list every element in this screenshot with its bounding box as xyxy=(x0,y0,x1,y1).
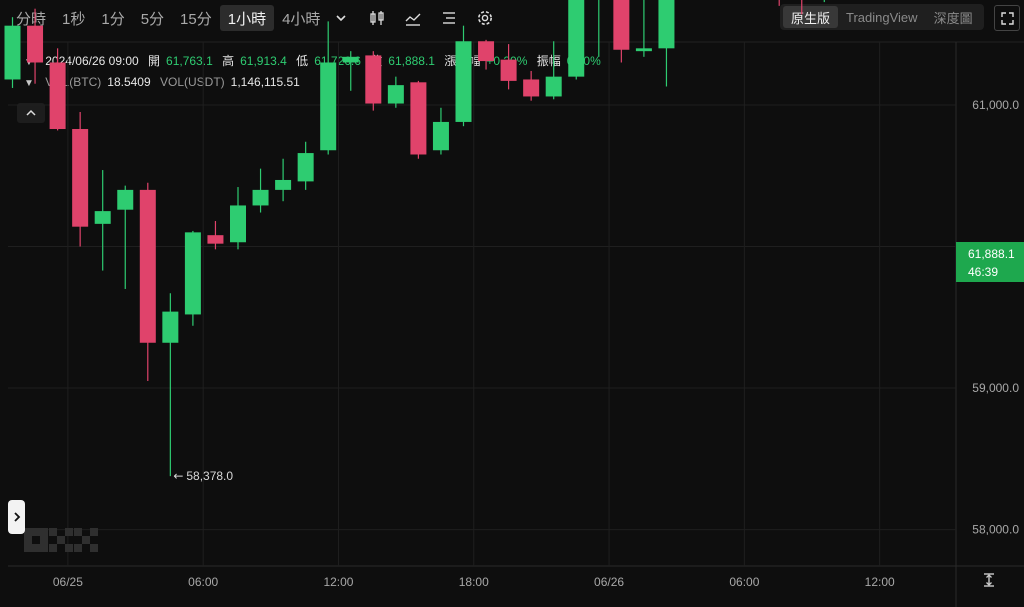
candle-body xyxy=(455,41,472,122)
y-tick-label: 59,000.0 xyxy=(972,381,1019,395)
candle-countdown: 46:39 xyxy=(968,265,999,279)
candle-body xyxy=(342,56,359,63)
y-tick-label: 61,000.0 xyxy=(972,98,1019,112)
candle-body xyxy=(4,25,21,80)
candle-body xyxy=(545,76,562,97)
candle-body xyxy=(613,0,630,50)
candle-body xyxy=(410,82,427,155)
left-arrow-icon: ← xyxy=(173,469,183,483)
candle-body xyxy=(297,153,314,182)
candlestick-type-icon[interactable] xyxy=(364,5,390,31)
timeframe-tab[interactable]: 分時 xyxy=(16,10,47,28)
vol-usdt-value: 1,146,115.51 xyxy=(230,75,300,89)
amplitude-label: 振幅 xyxy=(536,54,561,68)
view-tradingview-tab[interactable]: TradingView xyxy=(846,9,918,25)
chevron-down-icon[interactable]: ▼ xyxy=(24,57,34,68)
candle-body xyxy=(139,189,156,343)
candle-datetime: 2024/06/26 09:00 xyxy=(45,54,139,68)
fullscreen-icon[interactable] xyxy=(994,5,1020,31)
x-tick-label: 06/25 xyxy=(53,575,83,589)
candle-body xyxy=(252,189,269,206)
timeframe-tab[interactable]: 5分 xyxy=(140,10,165,28)
view-native-tab[interactable]: 原生版 xyxy=(783,6,839,28)
candle-body xyxy=(568,0,585,77)
timeframe-tab[interactable]: 4小時 xyxy=(282,10,321,28)
timeframe-tab[interactable]: 1秒 xyxy=(62,10,86,28)
candle-body xyxy=(184,232,201,315)
open-label: 開 xyxy=(148,54,161,68)
candle-body xyxy=(162,311,179,343)
vol-usdt-label: VOL(USDT) xyxy=(160,75,225,89)
high-label: 高 xyxy=(222,54,235,68)
last-price: 61,888.1 xyxy=(968,247,1015,261)
candle-body xyxy=(275,179,292,190)
x-tick-label: 12:00 xyxy=(865,575,895,589)
high-value: 61,913.4 xyxy=(240,54,287,68)
candle-body xyxy=(117,189,134,210)
candle-body xyxy=(478,41,495,62)
last-price-tag: 61,888.1 46:39 xyxy=(956,242,1024,282)
vol-btc-value: 18.5409 xyxy=(107,75,151,89)
indicator-icon[interactable] xyxy=(400,5,426,31)
timeframe-tab[interactable]: 15分 xyxy=(180,10,212,28)
candle-body xyxy=(207,235,224,244)
x-tick-label: 06:00 xyxy=(729,575,759,589)
open-value: 61,763.1 xyxy=(166,54,213,68)
timeframe-tab-active[interactable]: 1小時 xyxy=(219,5,275,31)
candle-body xyxy=(94,211,111,224)
timeframe-tab[interactable]: 1分 xyxy=(101,10,125,28)
chart-toolbar: 分時 1秒 1分 5分 15分 1小時 4小時 xyxy=(8,0,1018,36)
drawing-tools-icon[interactable] xyxy=(436,5,462,31)
candle-body xyxy=(320,62,337,151)
candle-body xyxy=(27,25,44,63)
x-tick-label: 18:00 xyxy=(459,575,489,589)
candle-body xyxy=(230,205,246,243)
chevron-down-icon[interactable] xyxy=(328,5,354,31)
x-tick-label: 12:00 xyxy=(323,575,353,589)
settings-icon[interactable] xyxy=(472,5,498,31)
candle-body xyxy=(523,79,540,97)
candle-body xyxy=(635,48,652,52)
candle-body xyxy=(387,85,404,104)
y-tick-label: 58,000.0 xyxy=(972,523,1019,537)
low-price-annotation: 58,378.0 xyxy=(186,469,233,483)
okx-logo-mark xyxy=(24,528,98,552)
x-tick-label: 06:00 xyxy=(188,575,218,589)
collapse-indicators-button[interactable] xyxy=(17,103,45,123)
close-value: 61,888.1 xyxy=(388,54,435,68)
low-label: 低 xyxy=(296,54,309,68)
view-depth-tab[interactable]: 深度圖 xyxy=(933,10,973,26)
candle-body xyxy=(365,55,382,104)
volume-info: ▼ VOL(BTC) 18.5409 VOL(USDT) 1,146,115.51 xyxy=(24,75,306,89)
x-tick-label: 06/26 xyxy=(594,575,624,589)
candle-body xyxy=(500,59,517,81)
chevron-down-icon[interactable]: ▼ xyxy=(24,78,34,89)
candle-body xyxy=(72,129,89,227)
candle-body xyxy=(432,121,449,151)
view-switcher: 原生版 TradingView 深度圖 xyxy=(780,4,984,30)
expand-sidebar-button[interactable] xyxy=(8,500,25,534)
axis-reset-icon[interactable] xyxy=(982,572,996,591)
okx-logo xyxy=(24,528,98,560)
candle-body xyxy=(658,0,675,49)
candle-body xyxy=(49,62,66,130)
